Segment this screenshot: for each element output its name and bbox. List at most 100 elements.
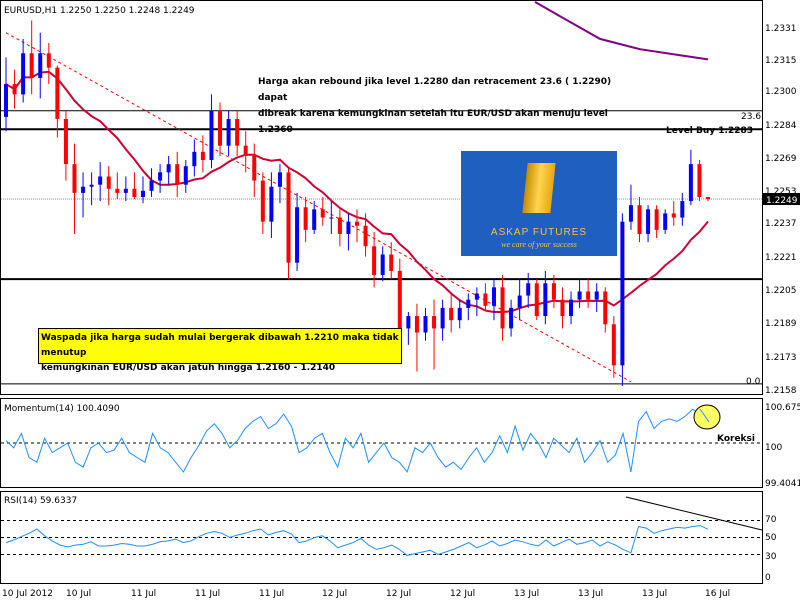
- candle-body: [81, 186, 86, 193]
- candle-body: [466, 299, 471, 308]
- current-price-text: 1.2249: [766, 196, 798, 206]
- candle-body: [414, 316, 419, 333]
- candle-body: [200, 151, 205, 161]
- rsi-axis-label: 70: [765, 515, 777, 525]
- time-axis: 10 Jul 2012 10 Jul 11 Jul 11 Jul 11 Jul …: [2, 589, 730, 599]
- price-label: 1.2300: [765, 87, 797, 97]
- candle-body: [260, 180, 265, 222]
- candle-body: [569, 299, 574, 317]
- candle-body: [337, 217, 342, 234]
- koreksi-marker: [693, 404, 721, 430]
- candle-body: [680, 201, 685, 218]
- candle-body: [46, 53, 51, 68]
- koreksi-label: Koreksi: [717, 434, 755, 444]
- time-label: 16 Jul: [705, 589, 730, 599]
- candle-body: [329, 217, 334, 219]
- candle-body: [226, 118, 231, 146]
- rsi-axis-label: 50: [765, 533, 777, 543]
- candle-body: [594, 291, 599, 300]
- candle-body: [363, 225, 368, 247]
- price-label: 1.2315: [765, 56, 797, 66]
- time-label: 10 Jul: [66, 589, 91, 599]
- candle-body: [491, 287, 496, 306]
- candle-body: [551, 283, 556, 300]
- candle-body: [688, 164, 693, 202]
- candle-body: [432, 316, 437, 329]
- time-label: 11 Jul: [195, 589, 220, 599]
- candle-body: [628, 205, 633, 222]
- rsi-plot-area: [1, 496, 763, 556]
- candle-body: [312, 209, 317, 230]
- candle-body: [406, 316, 411, 329]
- candle-body: [29, 53, 34, 78]
- candle-body: [457, 307, 462, 321]
- candle-body: [175, 164, 180, 185]
- price-label: 1.2237: [765, 219, 797, 229]
- time-label: 10 Jul 2012: [2, 589, 53, 599]
- price-label: 1.2269: [765, 154, 797, 164]
- candle-body: [72, 164, 77, 193]
- chart-title: EURUSD,H1 1.2250 1.2250 1.2248 1.2249: [4, 6, 195, 16]
- candle-body: [63, 118, 68, 165]
- current-price-tag: [763, 193, 800, 205]
- rsi-panel-frame: [0, 491, 763, 584]
- candle-body: [449, 307, 454, 321]
- time-label: 11 Jul: [259, 589, 284, 599]
- candle-body: [115, 188, 120, 193]
- main-panel-frame: [0, 0, 763, 395]
- momentum-axis-label: 100.6754: [765, 403, 800, 413]
- candle-body: [509, 307, 514, 329]
- rebound-note-line: Harga akan rebound jika level 1.2280 dan…: [258, 77, 612, 103]
- candle-body: [389, 254, 394, 271]
- price-label: 1.2158: [765, 386, 797, 396]
- candle-body: [671, 213, 676, 218]
- warning-note-line: kemungkinan EUR/USD akan jatuh hingga 1.…: [41, 363, 336, 373]
- rebound-note-line: dibreak karena kemungkinan setelah itu E…: [258, 109, 608, 135]
- candle-body: [586, 291, 591, 300]
- candle-body: [140, 190, 145, 197]
- candle-body: [560, 299, 565, 317]
- logo-mark-icon: [522, 163, 556, 213]
- candle-body: [123, 188, 128, 193]
- momentum-line: [5, 408, 709, 473]
- price-axis: 1.2331 1.2315 1.2300 1.2284 1.2269 1.225…: [765, 24, 797, 396]
- candle-body: [603, 291, 608, 325]
- momentum-axis-label: 99.4041: [765, 479, 800, 489]
- time-label: 13 Jul: [514, 589, 539, 599]
- rsi-axis-label: 0: [765, 573, 771, 583]
- candle-body: [372, 246, 377, 276]
- price-label: 1.2253: [765, 187, 797, 197]
- momentum-panel-frame: [0, 398, 763, 488]
- candle-body: [440, 307, 445, 329]
- candle-body: [277, 172, 282, 187]
- candle-body: [646, 209, 651, 234]
- koreksi-line: [699, 408, 710, 423]
- fib-0-label: 0.0: [746, 377, 761, 387]
- candle-body: [166, 164, 171, 173]
- candle-body: [423, 316, 428, 333]
- candle-body: [98, 176, 103, 185]
- candle-body: [55, 67, 60, 119]
- candle-body: [517, 295, 522, 308]
- price-label: 1.2189: [765, 319, 797, 329]
- level-buy-label: Level Buy 1.2283: [666, 126, 753, 136]
- rsi-line: [5, 525, 709, 556]
- fib-23-6-label: 23.6: [741, 112, 761, 122]
- candle-body: [158, 172, 163, 181]
- candle-body: [654, 209, 659, 230]
- warning-note-line: Waspada jika harga sudah mulai bergerak …: [41, 333, 399, 358]
- candle-body: [706, 197, 710, 200]
- price-label: 1.2173: [765, 353, 797, 363]
- candle-body: [218, 110, 223, 146]
- candle-body: [183, 166, 188, 185]
- candle-body: [192, 151, 197, 167]
- candle-body: [295, 207, 300, 263]
- candle-body: [132, 188, 137, 197]
- candle-body: [500, 287, 505, 329]
- candle-body: [21, 53, 26, 95]
- momentum-title: Momentum(14) 100.4090: [4, 404, 120, 414]
- candle-body: [38, 53, 43, 78]
- rsi-title: RSI(14) 59.6337: [4, 496, 77, 506]
- candle-body: [483, 293, 488, 306]
- candle-body: [397, 270, 402, 329]
